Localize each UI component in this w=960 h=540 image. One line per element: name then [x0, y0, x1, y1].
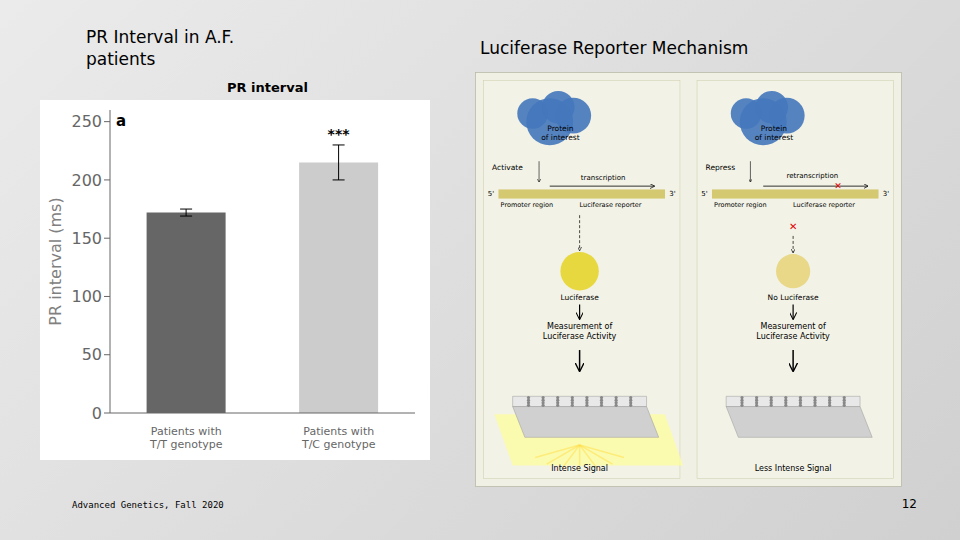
svg-text:No Luciferase: No Luciferase	[768, 293, 819, 302]
svg-text:5': 5'	[701, 190, 707, 198]
svg-text:250: 250	[71, 112, 102, 131]
svg-text:Luciferase reporter: Luciferase reporter	[580, 201, 642, 209]
svg-text:150: 150	[71, 229, 102, 248]
html-text:PR Interval in A.F. patients: PR Interval in A.F. patients	[86, 27, 235, 70]
svg-text:retranscription: retranscription	[787, 172, 839, 180]
svg-text:Patients withT/C genotype: Patients withT/C genotype	[301, 425, 376, 451]
svg-text:3': 3'	[883, 190, 889, 198]
svg-text:Promoter region: Promoter region	[714, 201, 766, 209]
html-text:Advanced Genetics, Fall 2020: Advanced Genetics, Fall 2020	[72, 500, 224, 510]
svg-text:***: ***	[328, 126, 351, 142]
svg-text:Proteinof interest: Proteinof interest	[755, 124, 793, 142]
svg-text:Less Intense Signal: Less Intense Signal	[755, 464, 832, 473]
svg-text:200: 200	[71, 171, 102, 190]
svg-text:PR interval (ms): PR interval (ms)	[46, 197, 65, 325]
html-text:12: 12	[901, 497, 917, 511]
svg-text:transcription: transcription	[581, 174, 626, 182]
html-text:a: a	[116, 112, 127, 130]
svg-text:Activate: Activate	[492, 163, 523, 172]
svg-text:Promoter region: Promoter region	[501, 201, 553, 209]
svg-text:100: 100	[71, 287, 102, 306]
svg-text:Patients withT/T genotype: Patients withT/T genotype	[149, 425, 223, 451]
svg-text:Repress: Repress	[706, 163, 736, 172]
svg-text:5': 5'	[488, 190, 494, 198]
svg-text:✕: ✕	[789, 221, 797, 232]
svg-text:Luciferase: Luciferase	[560, 293, 599, 302]
svg-text:50: 50	[82, 345, 102, 364]
svg-text:Intense Signal: Intense Signal	[551, 464, 608, 473]
svg-text:3': 3'	[669, 190, 675, 198]
svg-text:Luciferase reporter: Luciferase reporter	[793, 201, 855, 209]
svg-text:Measurement ofLuciferase Activ: Measurement ofLuciferase Activity	[756, 322, 830, 341]
html-text:PR interval: PR interval	[227, 80, 308, 95]
svg-text:0: 0	[92, 404, 102, 423]
svg-text:Proteinof interest: Proteinof interest	[541, 124, 579, 142]
svg-text:Measurement ofLuciferase Activ: Measurement ofLuciferase Activity	[543, 322, 617, 341]
html-text:Luciferase Reporter Mechanism: Luciferase Reporter Mechanism	[480, 38, 749, 58]
